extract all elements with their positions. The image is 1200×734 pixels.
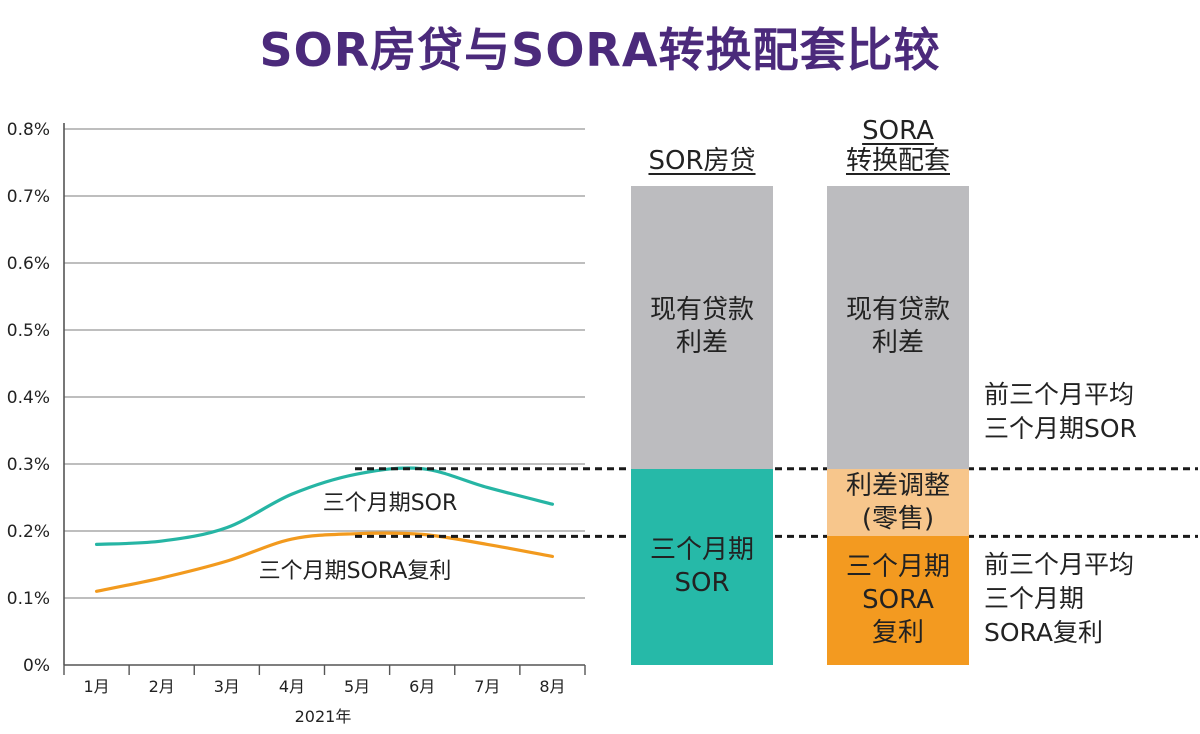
bar-heading: SOR房贷 — [648, 146, 756, 176]
x-tick-label: 6月 — [409, 677, 435, 696]
bar-segment: 现有贷款 利差 — [631, 185, 773, 469]
series-label: 三个月期SORA复利 — [259, 559, 452, 584]
y-tick-label: 0.2% — [7, 522, 50, 542]
y-tick-label: 0.4% — [7, 388, 50, 408]
x-axis-unit: 2021年 — [295, 707, 352, 726]
grid-lines — [64, 128, 585, 599]
x-tick-label: 5月 — [344, 677, 370, 696]
y-tick-label: 0.7% — [7, 187, 50, 207]
bar-segment: 三个月期 SORA 复利 — [827, 536, 969, 665]
series-line — [94, 531, 555, 593]
reference-lines — [355, 467, 1198, 538]
stacked-bar: 三个月期 SORA 复利 利差调整 (零售) 现有贷款 利差 — [827, 185, 969, 665]
bar-segment: 利差调整 (零售) — [827, 468, 969, 537]
y-axis-ticks: 0% 0.1% 0.2% 0.3% 0.4% 0.5% 0.6% 0.7% 0.8% — [7, 120, 50, 676]
series-lines — [94, 466, 555, 593]
series-line — [94, 466, 555, 546]
bar-heading: SORA 转换配套 — [845, 116, 950, 176]
x-tick-label: 7月 — [474, 677, 500, 696]
x-tick-label: 3月 — [214, 677, 240, 696]
y-tick-label: 0.6% — [7, 254, 50, 274]
bar-segment: 现有贷款 利差 — [827, 185, 969, 469]
series-label: 三个月期SOR — [323, 491, 458, 516]
series-labels: 三个月期SOR 三个月期SORA复利 — [259, 491, 458, 584]
chart-title: SOR房贷与SORA转换配套比较 — [259, 23, 941, 77]
x-tick-label: 4月 — [279, 677, 305, 696]
y-tick-label: 0.8% — [7, 120, 50, 140]
x-tick-label: 1月 — [83, 677, 109, 696]
reference-note: 前三个月平均 三个月期 SORA复利 — [984, 550, 1135, 647]
stacked-bar: 三个月期 SOR 现有贷款 利差 — [631, 185, 773, 665]
reference-note: 前三个月平均 三个月期SOR — [984, 380, 1137, 443]
x-tick-label: 2月 — [149, 677, 175, 696]
bar-segment: 三个月期 SOR — [631, 468, 773, 665]
y-tick-label: 0.3% — [7, 455, 50, 475]
x-tick-label: 8月 — [539, 677, 565, 696]
x-axis-ticks: 1月 2月 3月 4月 5月 6月 7月 8月 — [63, 665, 586, 696]
y-tick-label: 0.1% — [7, 589, 50, 609]
y-tick-label: 0% — [23, 656, 50, 676]
y-tick-label: 0.5% — [7, 321, 50, 341]
